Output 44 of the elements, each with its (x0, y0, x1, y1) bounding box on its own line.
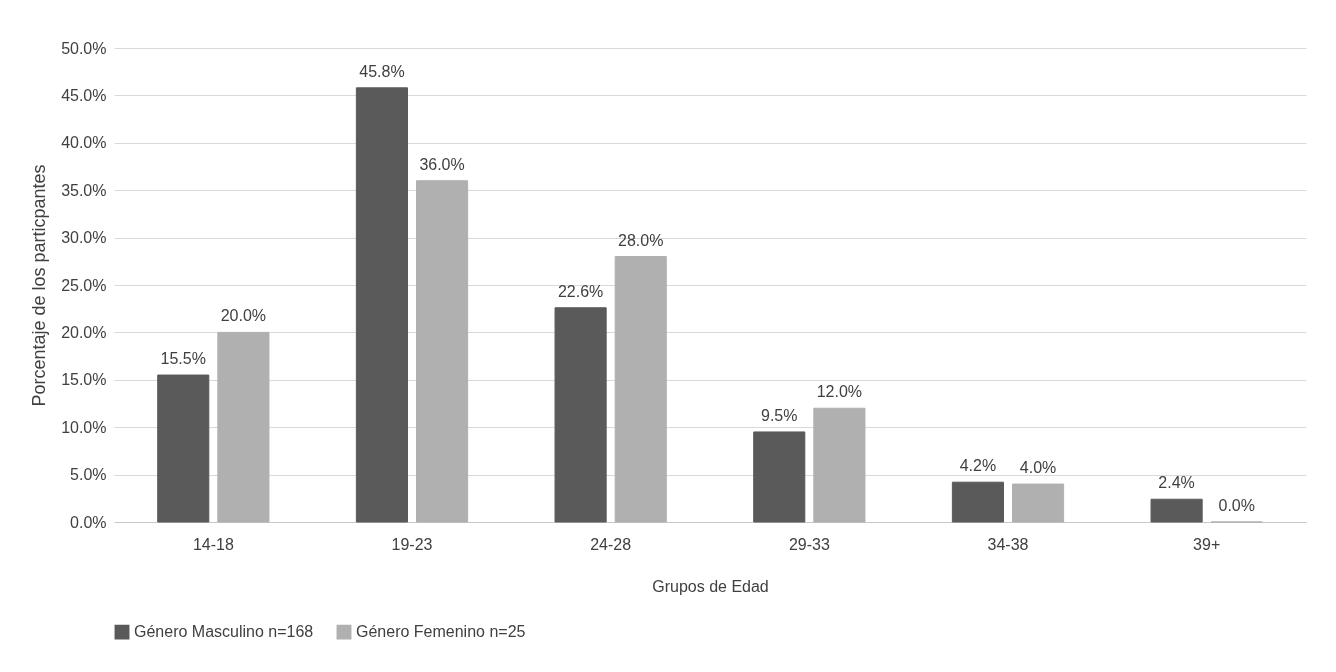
y-tick-label: 0.0% (70, 513, 107, 531)
data-label: 45.8% (359, 62, 405, 80)
bar (753, 431, 806, 523)
x-tick-label: 24-28 (590, 535, 632, 553)
y-tick-label: 25.0% (61, 276, 107, 294)
y-tick-label: 20.0% (61, 323, 107, 341)
bar (614, 256, 667, 523)
data-label: 28.0% (618, 231, 664, 249)
bar (355, 87, 408, 523)
bar (217, 331, 270, 523)
x-tick-label: 29-33 (788, 535, 830, 553)
y-tick-label: 35.0% (61, 181, 107, 199)
y-tick-label: 40.0% (61, 134, 107, 152)
bar (1012, 483, 1065, 523)
x-tick-label: 39+ (1193, 535, 1221, 553)
x-tick-label: 14-18 (192, 535, 234, 553)
bar (813, 407, 866, 523)
data-label: 0.0% (1218, 497, 1255, 514)
y-tick-label: 30.0% (61, 229, 107, 247)
y-axis-title: Porcentaje de los particpantes (29, 164, 50, 407)
bar (157, 374, 210, 523)
data-label: 9.5% (761, 406, 798, 424)
data-label: 12.0% (816, 383, 863, 401)
data-label: 20.0% (220, 307, 267, 325)
y-tick-label: 45.0% (61, 86, 107, 104)
bar (1150, 498, 1203, 523)
x-tick-label: 34-38 (987, 535, 1029, 553)
y-tick-label: 10.0% (61, 418, 107, 436)
bar (416, 180, 469, 523)
bar (951, 481, 1004, 523)
legend-label: Género Femenino n=25 (356, 623, 526, 641)
y-tick-label: 15.0% (61, 371, 107, 389)
data-label: 22.6% (557, 282, 604, 300)
data-label: 36.0% (419, 155, 465, 173)
data-label: 2.4% (1158, 474, 1195, 492)
y-tick-label: 5.0% (70, 466, 107, 484)
x-tick-label: 19-23 (391, 535, 433, 553)
legend-label: Género Masculino n=168 (134, 623, 314, 641)
data-label: 4.0% (1019, 459, 1057, 477)
x-axis-title: Grupos de Edad (652, 577, 769, 595)
y-tick-label: 50.0% (61, 39, 107, 57)
data-label: 4.2% (959, 457, 997, 475)
data-label: 15.5% (160, 350, 206, 368)
bar (554, 307, 607, 523)
